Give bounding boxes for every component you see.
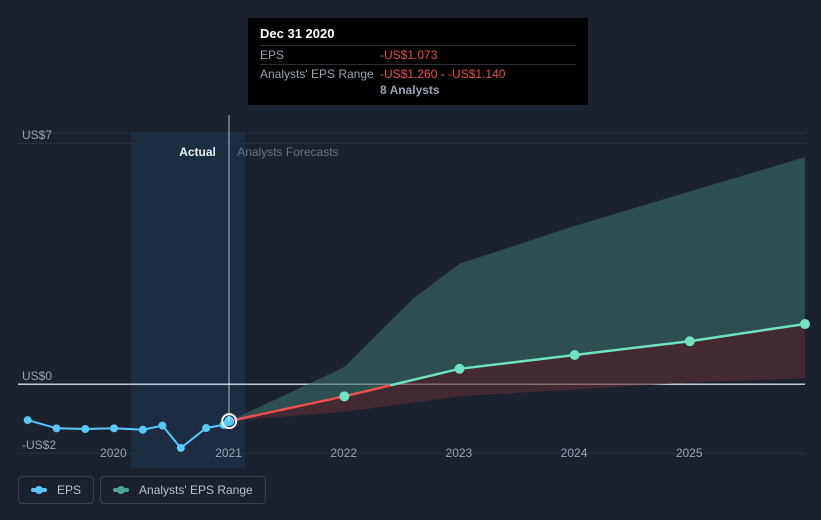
y-axis-tick-label: US$7 [22,128,52,142]
section-label-actual: Actual [179,145,216,159]
legend-item-eps[interactable]: EPS [18,476,94,504]
legend-label-range: Analysts' EPS Range [139,483,253,497]
y-axis-tick-label: -US$2 [22,438,56,452]
x-axis-tick-label: 2024 [561,446,588,460]
eps-forecast-chart: Actual Analysts Forecasts Dec 31 2020 EP… [0,0,821,520]
hover-vertical-line [228,115,230,421]
tooltip-date: Dec 31 2020 [260,26,576,41]
x-axis-tick-label: 2025 [676,446,703,460]
chart-legend: EPS Analysts' EPS Range [18,476,266,504]
tooltip-range-label: Analysts' EPS Range [260,67,380,81]
legend-dot-eps [31,488,47,492]
x-axis-tick-label: 2020 [100,446,127,460]
x-axis-tick-label: 2023 [446,446,473,460]
tooltip-eps-label: EPS [260,48,380,62]
tooltip-eps-value: -US$1.073 [380,48,437,62]
legend-item-range[interactable]: Analysts' EPS Range [100,476,266,504]
tooltip-analyst-count: 8 Analysts [260,83,576,97]
y-axis-tick-label: US$0 [22,369,52,383]
tooltip-row-eps: EPS -US$1.073 [260,45,576,64]
legend-dot-range [113,488,129,492]
chart-tooltip: Dec 31 2020 EPS -US$1.073 Analysts' EPS … [248,18,588,105]
x-axis-tick-label: 2022 [330,446,357,460]
legend-label-eps: EPS [57,483,81,497]
section-label-forecast: Analysts Forecasts [237,145,338,159]
tooltip-row-range: Analysts' EPS Range -US$1.260 - -US$1.14… [260,64,576,83]
x-axis-tick-label: 2021 [215,446,242,460]
tooltip-range-value: -US$1.260 - -US$1.140 [380,67,505,81]
